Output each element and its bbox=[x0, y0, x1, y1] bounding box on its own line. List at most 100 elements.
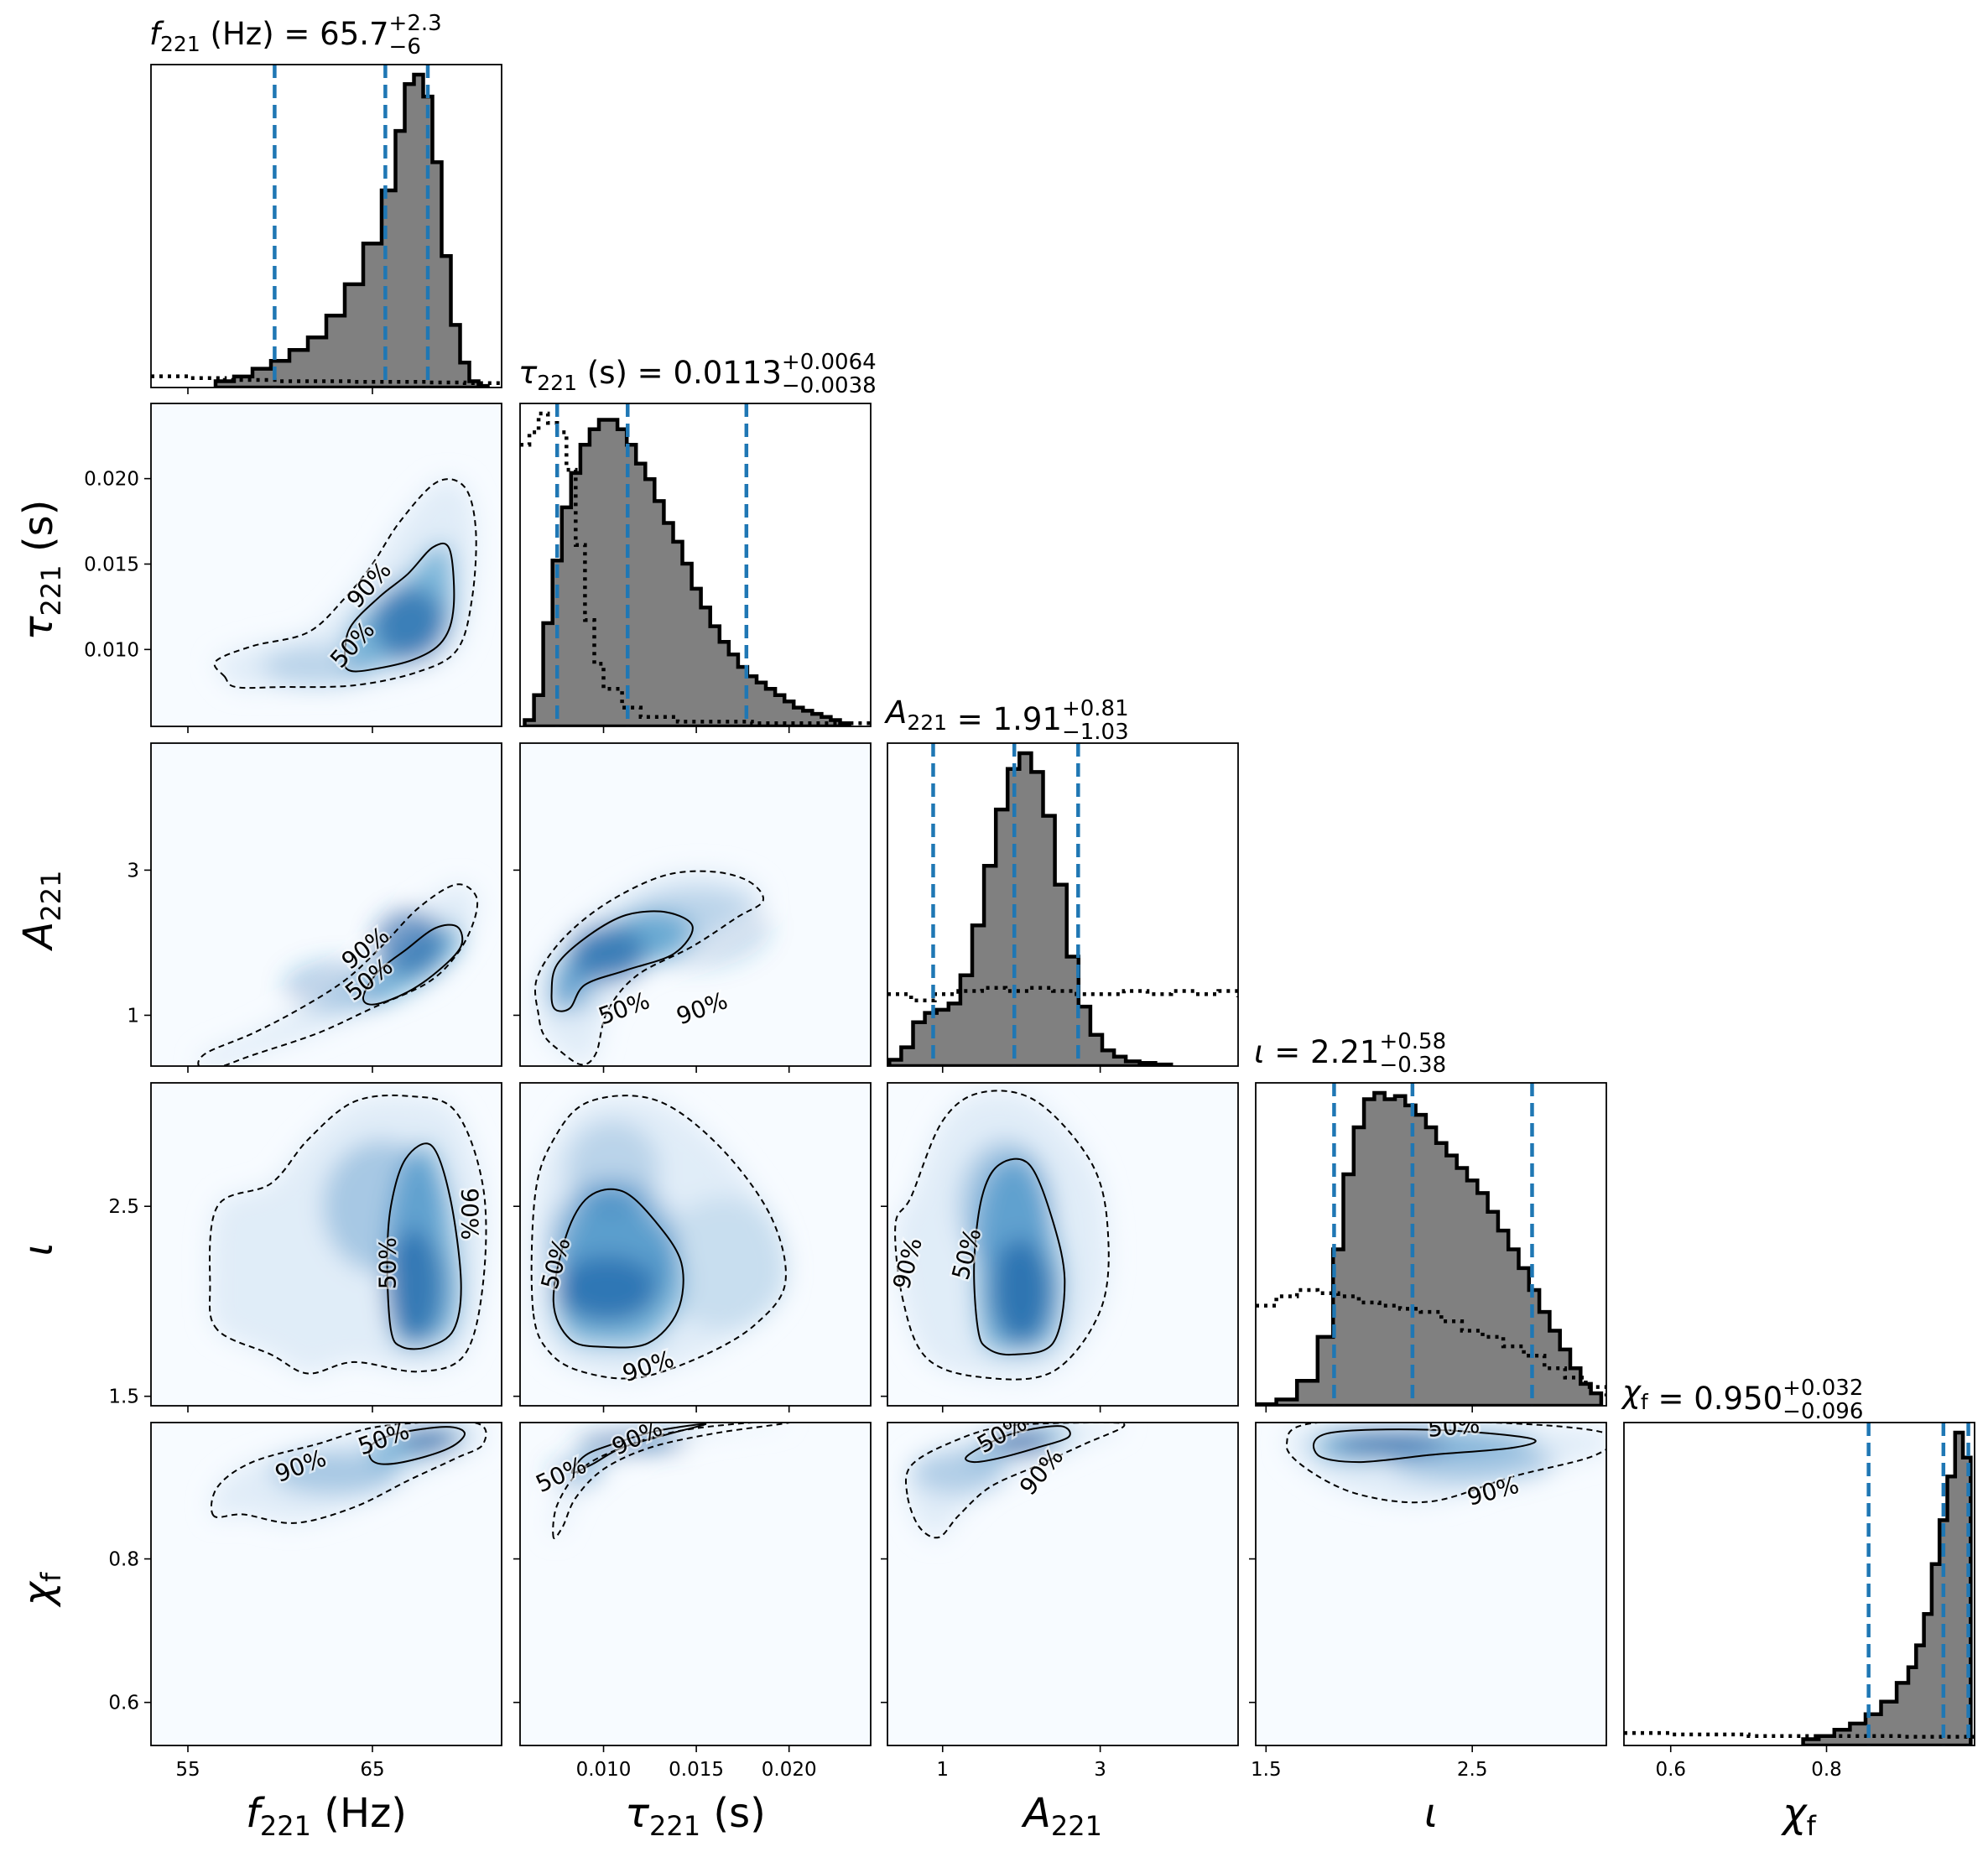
title-unit: (s) bbox=[577, 355, 627, 391]
x-tick-label: 0.015 bbox=[669, 1759, 724, 1781]
histogram-panel-iota bbox=[1255, 1082, 1607, 1407]
density-panel-f221-A221: 90%50% bbox=[150, 742, 502, 1067]
contour-label: 90% bbox=[456, 1188, 484, 1240]
y-tick-label: 0.010 bbox=[84, 639, 139, 661]
x-axis-label-A221: A221 bbox=[1021, 1790, 1102, 1842]
prior-histogram bbox=[1624, 1730, 1975, 1739]
contour-50 bbox=[570, 1423, 707, 1475]
panel-frame bbox=[519, 403, 872, 727]
contour-50 bbox=[550, 910, 694, 1012]
contour-90 bbox=[208, 1094, 487, 1375]
panel-frame bbox=[519, 1422, 872, 1746]
axis-label-subscript: 221 bbox=[649, 1810, 700, 1842]
histogram-panel-A221 bbox=[887, 742, 1239, 1067]
title-median: = 0.0113 bbox=[627, 355, 782, 391]
density-peak bbox=[911, 1451, 1006, 1495]
x-tick-label: 0.020 bbox=[762, 1759, 817, 1781]
contour-50 bbox=[386, 1142, 462, 1350]
contour-90 bbox=[1285, 1423, 1606, 1504]
density-panel-f221-chif: 90%50% bbox=[150, 1422, 502, 1746]
contour-50 bbox=[362, 923, 464, 1006]
axis-label-unit: (s) bbox=[15, 500, 62, 565]
title-lower-error: −6 bbox=[389, 34, 421, 60]
panel-frame bbox=[1255, 1422, 1607, 1746]
density-panel-tau221-chif: 90%50% bbox=[519, 1422, 872, 1746]
contour-label: 50% bbox=[374, 1237, 402, 1289]
contour-50 bbox=[1313, 1428, 1537, 1464]
density-panel-tau221-iota: 50%90% bbox=[519, 1082, 872, 1407]
contour-50 bbox=[973, 1158, 1066, 1356]
title-symbol: χ bbox=[1621, 1374, 1642, 1410]
histogram-panel-tau221 bbox=[519, 403, 872, 727]
panel-title: τ221 (s) = 0.0113+0.0064 −0.0038 bbox=[518, 350, 877, 398]
panel-title: χf = 0.950+0.032 −0.096 bbox=[1621, 1374, 1863, 1424]
axis-label-subscript: f bbox=[35, 1572, 67, 1582]
x-tick-label: 65 bbox=[360, 1759, 384, 1781]
y-axis-label-tau221: τ221 (s) bbox=[15, 500, 67, 641]
axis-label-subscript: 221 bbox=[35, 564, 67, 616]
panel-frame bbox=[1623, 1422, 1975, 1746]
title-symbol: A bbox=[884, 694, 907, 731]
contour-90 bbox=[213, 478, 477, 689]
axis-label-subscript: f bbox=[1807, 1810, 1817, 1842]
y-tick-label: 1 bbox=[127, 1005, 139, 1027]
density-panel-iota-chif: 50%90% bbox=[1255, 1422, 1607, 1746]
contour-50 bbox=[965, 1425, 1071, 1464]
y-tick-label: 0.8 bbox=[108, 1549, 139, 1571]
posterior-histogram bbox=[523, 418, 851, 726]
title-upper-error: +0.81 bbox=[1062, 696, 1129, 721]
x-axis-label-f221: f221 (Hz) bbox=[246, 1790, 407, 1842]
density-panel-f221-tau221: 90%50% bbox=[150, 403, 502, 727]
y-tick-label: 0.015 bbox=[84, 554, 139, 575]
panel-frame bbox=[150, 742, 502, 1067]
x-tick-label: 1.5 bbox=[1251, 1759, 1282, 1781]
x-axis-label-tau221: τ221 (s) bbox=[625, 1790, 766, 1842]
title-upper-error: +0.032 bbox=[1782, 1376, 1863, 1401]
density-peak bbox=[566, 1121, 659, 1216]
y-tick-label: 0.6 bbox=[108, 1693, 139, 1714]
y-tick-label: 1.5 bbox=[108, 1386, 139, 1408]
panel-frame bbox=[887, 1422, 1239, 1746]
y-tick-label: 2.5 bbox=[108, 1196, 139, 1218]
panel-frame bbox=[887, 742, 1239, 1067]
x-axis-label-iota: ι bbox=[1424, 1790, 1438, 1837]
title-upper-error: +0.58 bbox=[1379, 1029, 1446, 1054]
density-peak bbox=[372, 585, 446, 662]
panel-frame bbox=[150, 64, 502, 388]
x-tick-label: 0.8 bbox=[1811, 1759, 1842, 1781]
axis-label-symbol: χ bbox=[1780, 1790, 1808, 1837]
x-tick-label: 0.6 bbox=[1655, 1759, 1686, 1781]
y-axis-label-iota: ι bbox=[15, 1242, 62, 1256]
title-lower-error: −0.38 bbox=[1379, 1053, 1446, 1078]
x-tick-label: 2.5 bbox=[1457, 1759, 1488, 1781]
panel-title: f221 (Hz) = 65.7+2.3 −6 bbox=[149, 11, 442, 60]
axis-label-symbol: A bbox=[1021, 1790, 1051, 1837]
y-axis-label-A221: A221 bbox=[15, 871, 67, 952]
density-peak bbox=[958, 1139, 1054, 1273]
title-symbol: ι bbox=[1254, 1034, 1265, 1070]
title-lower-error: −0.0038 bbox=[782, 373, 877, 398]
density-peak bbox=[622, 888, 771, 969]
posterior-histogram bbox=[1801, 1430, 1973, 1745]
axis-label-unit: (Hz) bbox=[311, 1790, 407, 1837]
prior-histogram bbox=[151, 374, 502, 386]
density-peak bbox=[271, 1451, 400, 1495]
panel-frame bbox=[887, 1082, 1239, 1407]
density-peak bbox=[398, 1429, 458, 1452]
density-panel-A221-chif: 50%90% bbox=[887, 1422, 1239, 1746]
title-median: = 0.950 bbox=[1648, 1381, 1782, 1417]
title-upper-error: +0.0064 bbox=[782, 350, 877, 375]
posterior-histogram bbox=[1256, 1090, 1604, 1406]
panel-frame bbox=[519, 742, 872, 1067]
contour-90 bbox=[530, 1095, 787, 1380]
panel-frame bbox=[519, 1082, 872, 1407]
x-tick-label: 1 bbox=[936, 1759, 949, 1781]
density-panel-A221-iota: 90% 50% bbox=[887, 1082, 1239, 1407]
panel-frame bbox=[150, 1422, 502, 1746]
title-subscript: 221 bbox=[907, 710, 947, 735]
axis-label-symbol: A bbox=[15, 922, 62, 952]
axis-label-unit: (s) bbox=[700, 1790, 766, 1837]
contour-90 bbox=[894, 1090, 1110, 1381]
panel-title: ι = 2.21+0.58 −0.38 bbox=[1254, 1029, 1446, 1078]
